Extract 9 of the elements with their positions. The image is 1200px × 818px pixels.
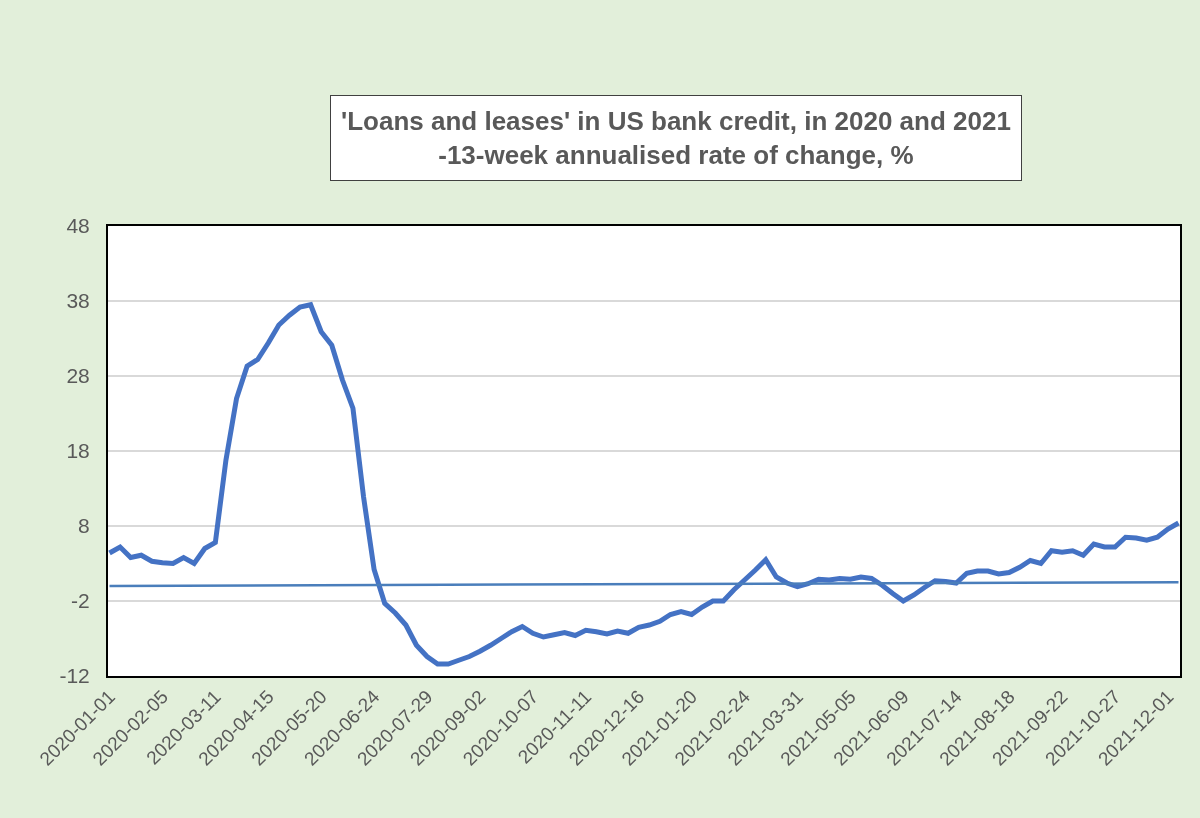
chart-title: 'Loans and leases' in US bank credit, in 2020 and 2021 [341,106,1011,136]
y-tick-label: 38 [66,289,90,313]
y-tick-label: 28 [66,364,90,388]
y-tick-label: 48 [66,214,90,238]
y-tick-label: -2 [71,589,90,613]
y-tick-label: 8 [78,514,90,538]
chart-subtitle: -13-week annualised rate of change, % [438,139,914,170]
y-tick-label: 18 [66,439,90,463]
y-tick-label: -12 [59,664,90,688]
